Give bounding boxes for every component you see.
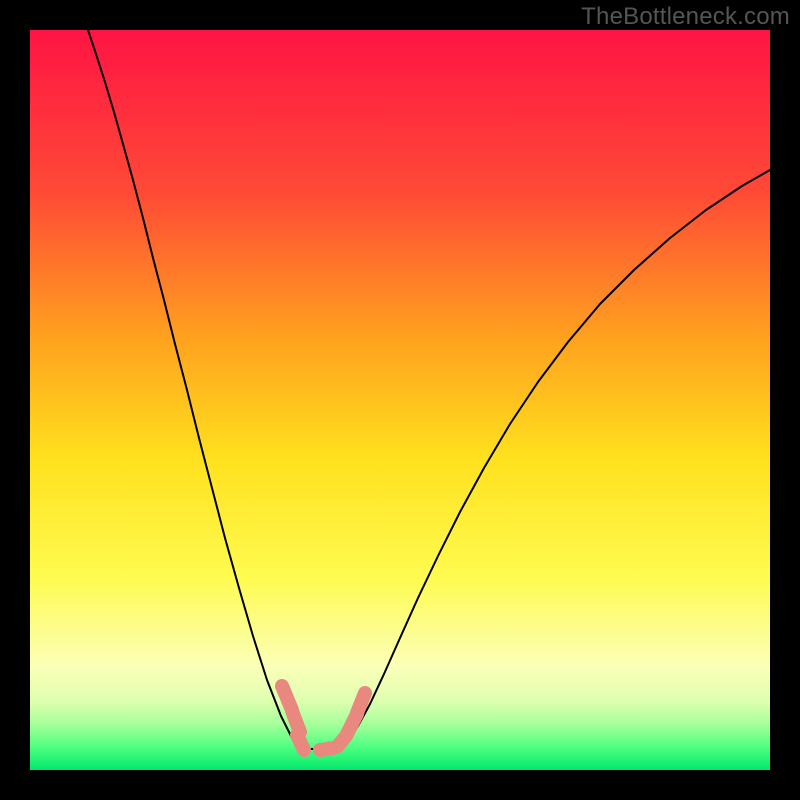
emphasis-mark — [297, 735, 304, 750]
figure-frame: TheBottleneck.com — [0, 0, 800, 800]
plot-area-gradient — [30, 30, 770, 770]
bottleneck-chart — [0, 0, 800, 800]
watermark-text: TheBottleneck.com — [581, 3, 790, 31]
emphasis-mark — [357, 693, 365, 713]
